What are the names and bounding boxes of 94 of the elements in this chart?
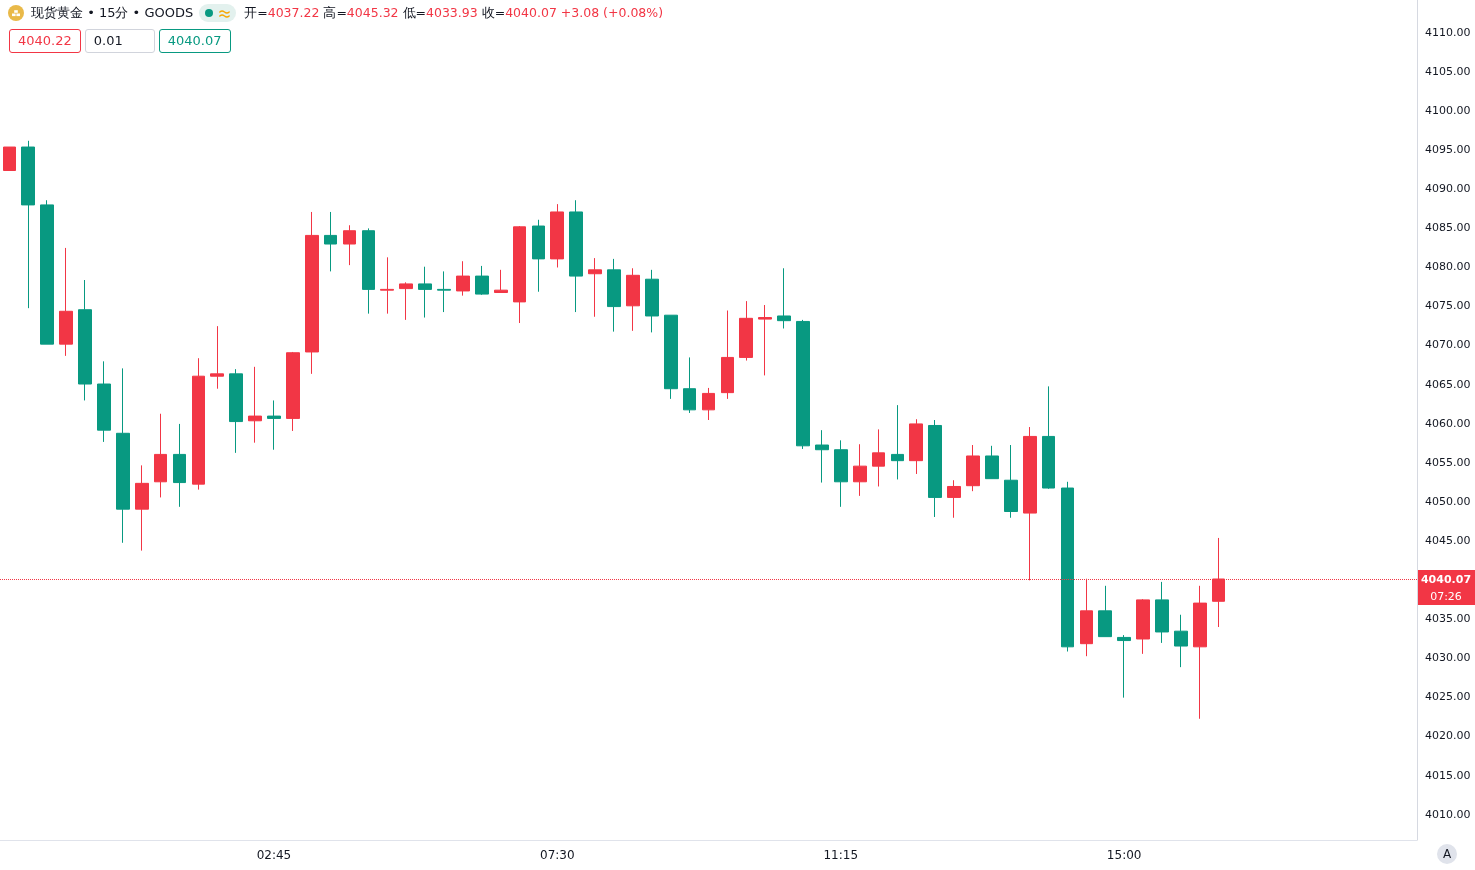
candlestick (872, 428, 885, 487)
y-tick-label: 4055.00 (1425, 455, 1471, 469)
candlestick (210, 325, 224, 390)
y-tick-label: 4035.00 (1425, 612, 1471, 626)
quantity-field: 0.01 (84, 29, 155, 53)
y-tick-label: 4090.00 (1425, 181, 1471, 195)
candlestick (891, 404, 904, 480)
candlestick (437, 270, 451, 313)
candlestick (1004, 444, 1018, 519)
y-tick-label: 4100.00 (1425, 103, 1471, 117)
candlestick (324, 211, 337, 272)
y-tick-label: 4030.00 (1425, 651, 1471, 665)
y-tick-label: 4105.00 (1425, 64, 1471, 78)
candlestick (286, 351, 300, 432)
candlestick (550, 203, 564, 268)
candlestick (21, 140, 35, 309)
y-tick-label: 4050.00 (1425, 494, 1471, 508)
candlestick (645, 269, 659, 333)
candlestick (683, 356, 696, 414)
candlestick (135, 464, 149, 552)
candlestick (853, 443, 867, 497)
candlestick (834, 439, 848, 508)
candlestick (702, 387, 715, 421)
candlestick (796, 319, 810, 450)
candlestick (229, 368, 243, 454)
candlestick (1174, 614, 1188, 668)
candlestick (1117, 634, 1131, 699)
chart-title: 现货黄金 • 15分 • GOODS (31, 4, 194, 22)
x-tick-label: 02:45 (256, 848, 292, 862)
candlestick (532, 219, 545, 293)
y-tick-label: 4075.00 (1425, 299, 1471, 313)
candlestick (248, 366, 262, 444)
candlestick (3, 146, 16, 171)
y-tick-label: 4015.00 (1425, 768, 1471, 782)
candlestick (626, 267, 640, 332)
candlestick (173, 423, 186, 508)
candlestick (569, 199, 583, 313)
x-tick-label: 07:30 (540, 848, 575, 862)
x-tick-label: 15:00 (1106, 848, 1142, 862)
candlestick (985, 445, 999, 480)
candlestick (1042, 385, 1055, 490)
y-tick-label: 4060.00 (1425, 416, 1471, 430)
price-field: 4040.07 (158, 29, 231, 53)
ref-line-label: 4040.07 (1420, 572, 1472, 586)
candlestick (97, 360, 111, 443)
candlestick (399, 281, 413, 321)
candlestick (116, 367, 130, 544)
y-tick-label: 4095.00 (1425, 142, 1471, 156)
candlestick (380, 256, 394, 315)
y-tick-label: 4045.00 (1425, 533, 1471, 547)
y-tick-label: 4085.00 (1425, 221, 1471, 235)
y-tick-label: 4110.00 (1425, 25, 1471, 39)
candlestick (343, 224, 356, 266)
y-tick-label: 4025.00 (1425, 690, 1471, 704)
y-tick-label: 4010.00 (1425, 807, 1471, 821)
y-tick-label: 4065.00 (1425, 377, 1471, 391)
y-tick-label: 4080.00 (1425, 260, 1471, 274)
candlestick (1193, 585, 1207, 720)
candlestick (1155, 581, 1169, 644)
candlestick (607, 258, 621, 333)
candlestick (59, 247, 73, 357)
candlestick (494, 269, 508, 294)
candlestick (1136, 598, 1150, 655)
candlestick (267, 399, 281, 451)
price-field: 4040.22 (9, 29, 81, 53)
candlestick (456, 260, 470, 297)
candlestick (418, 266, 432, 319)
candlestick (78, 279, 92, 401)
candlestick (192, 357, 205, 491)
candlestick (909, 418, 923, 475)
candlestick (664, 314, 678, 400)
candlestick (777, 267, 791, 329)
chart-subtitle: 开=4037.22 高=4045.32 低=4033.93 收=4040.07 +3.08 (+0.08%) (244, 4, 664, 22)
candlestick (815, 429, 829, 484)
y-tick-label: 4020.00 (1425, 729, 1471, 743)
candlestick (758, 304, 772, 376)
round-button: A (1437, 844, 1457, 864)
candlestick (928, 419, 942, 518)
candlestick (362, 227, 375, 315)
candlestick (1061, 481, 1074, 653)
candlestick (947, 479, 961, 519)
text: 07:26 (1430, 589, 1462, 603)
candlestick (513, 225, 526, 324)
candlestick (739, 300, 753, 362)
candlestick (1098, 585, 1112, 638)
candlestick (40, 199, 54, 345)
x-tick-label: 11:15 (823, 848, 859, 862)
candlestick (721, 310, 734, 400)
candlestick (966, 444, 980, 492)
candlestick (475, 265, 489, 296)
candlestick (588, 257, 602, 318)
candlestick (154, 413, 167, 498)
candlestick (305, 211, 319, 375)
y-tick-label: 4070.00 (1425, 338, 1471, 352)
